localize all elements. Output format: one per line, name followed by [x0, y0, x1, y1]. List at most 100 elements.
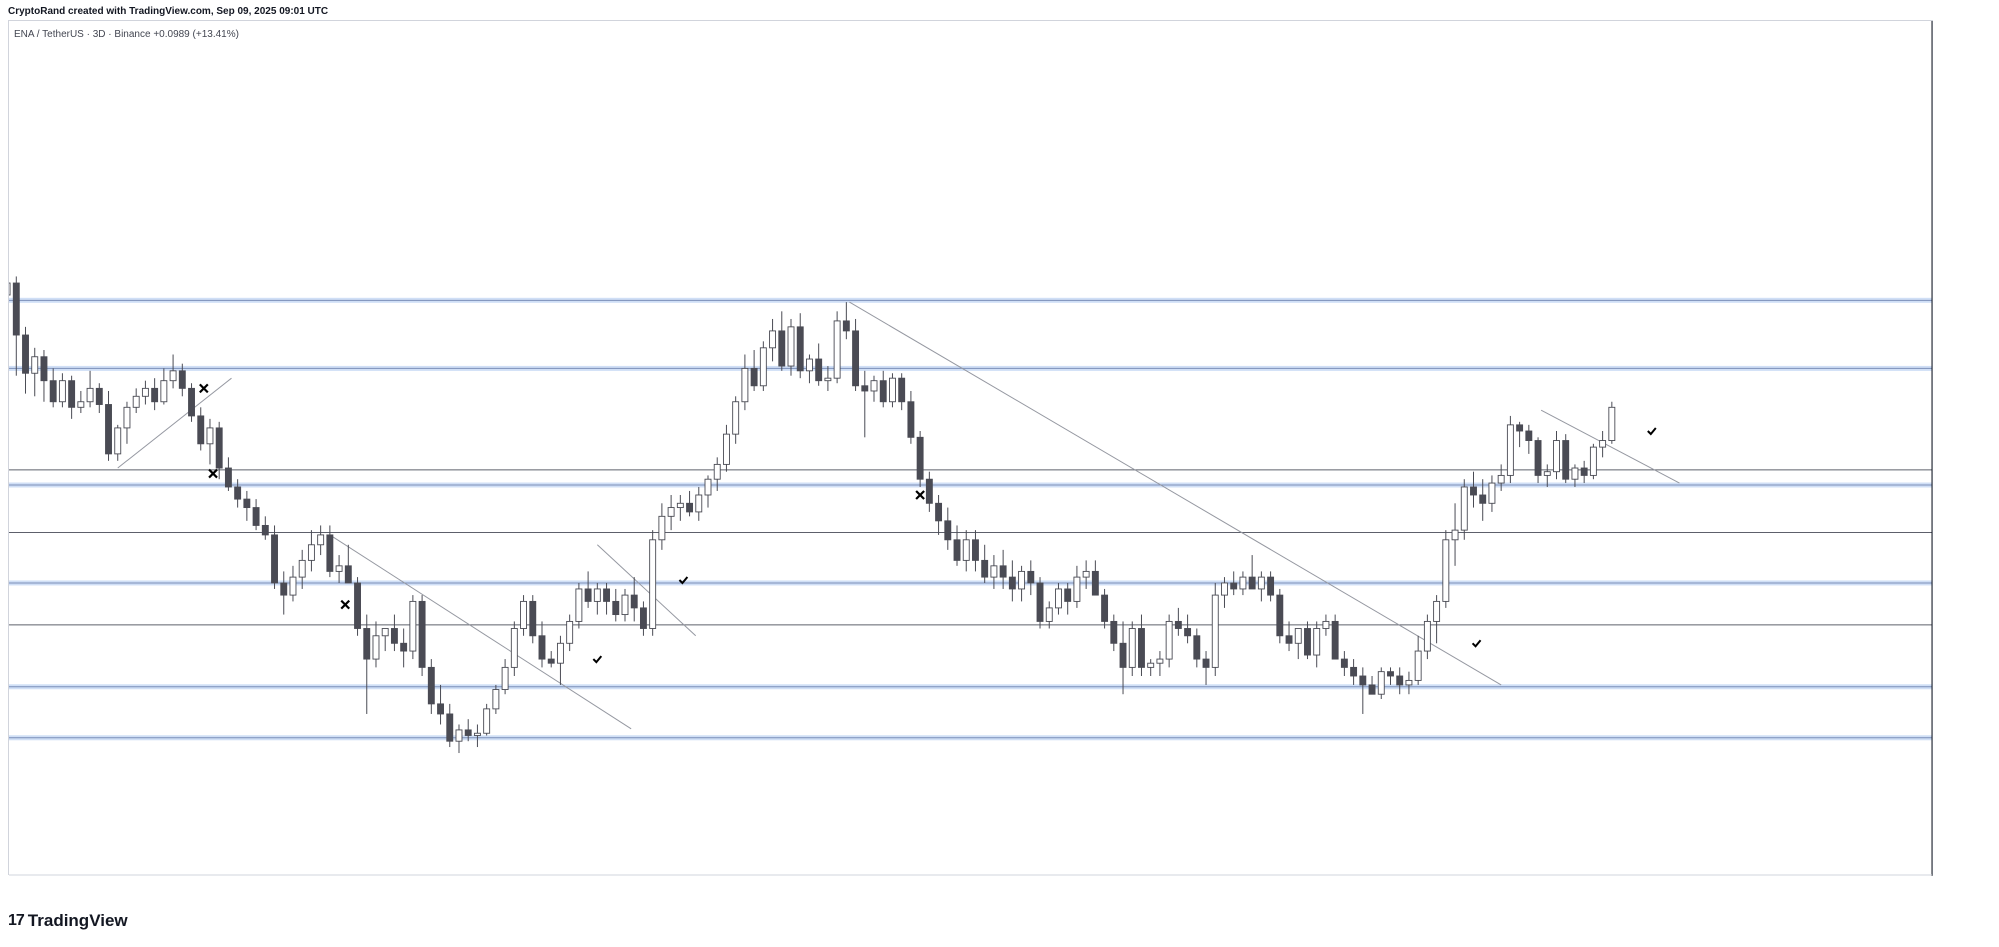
candle-body	[1036, 582, 1044, 622]
candle-body	[722, 433, 730, 465]
candle-body	[298, 559, 306, 578]
candles-layer	[9, 276, 1616, 754]
bullish-candle	[621, 588, 629, 622]
candle-body	[787, 326, 795, 367]
bullish-candle	[806, 354, 813, 384]
candle-body	[566, 620, 574, 644]
candle-body	[925, 478, 933, 504]
candle-body	[234, 486, 242, 500]
trendline	[1540, 409, 1680, 484]
bearish-candle	[1276, 588, 1284, 644]
bullish-candle	[58, 373, 66, 408]
candle-body	[1451, 529, 1459, 541]
candle-body	[1368, 684, 1376, 695]
cross-stroke	[915, 490, 925, 500]
bearish-candle	[271, 525, 278, 589]
bullish-candle	[1460, 479, 1468, 540]
candle-body	[1165, 620, 1173, 660]
bullish-candle	[1442, 530, 1450, 608]
candle-body	[593, 588, 601, 602]
candle-body	[1045, 607, 1053, 622]
bearish-candle	[326, 525, 334, 578]
bullish-candle	[713, 457, 721, 491]
bearish-candle	[1091, 560, 1099, 596]
bearish-candle	[686, 490, 694, 517]
bearish-candle	[1267, 571, 1275, 602]
bullish-candle	[206, 418, 214, 465]
candle-body	[1608, 406, 1616, 441]
candle-body	[372, 635, 380, 660]
candle-body	[981, 559, 989, 578]
bearish-candle	[1138, 614, 1145, 677]
candle-body	[861, 385, 869, 392]
bullish-candle	[1156, 651, 1164, 677]
bearish-candle	[252, 499, 260, 531]
bullish-candle	[741, 354, 749, 411]
bullish-candle	[1608, 401, 1616, 444]
candle-body	[22, 334, 29, 374]
candle-body	[575, 588, 583, 622]
candle-body	[252, 507, 260, 526]
bearish-candle	[1396, 667, 1404, 695]
symbol-legend[interactable]: ENA / TetherUS · 3D · Binance +0.0989 (+…	[14, 29, 239, 40]
bearish-candle	[1285, 621, 1293, 652]
candle-body	[437, 703, 444, 715]
bullish-candle	[1239, 571, 1247, 596]
candle-body	[944, 520, 952, 541]
candle-body	[1101, 594, 1109, 622]
check-marker	[592, 655, 603, 664]
candle-body	[1553, 440, 1560, 473]
candle-body	[962, 539, 970, 561]
bullish-candle	[1147, 659, 1155, 677]
candle-body	[1211, 594, 1219, 668]
bullish-candle	[695, 486, 703, 521]
candle-body	[1442, 539, 1450, 602]
bearish-candle	[778, 311, 786, 371]
bearish-candle	[925, 471, 933, 512]
bullish-candle	[732, 396, 740, 444]
candle-body	[12, 282, 20, 336]
candle-body	[151, 387, 159, 403]
candle-body	[1294, 628, 1302, 644]
candle-body	[40, 356, 48, 382]
cross-stroke	[208, 468, 218, 479]
candle-body	[667, 507, 675, 517]
bullish-candle	[1073, 565, 1081, 608]
bearish-candle	[529, 595, 537, 644]
bearish-candle	[280, 571, 288, 615]
bullish-candle	[1128, 621, 1136, 677]
price-axis: USDT3.80003.40003.00002.70002.40002.1000…	[1931, 21, 1933, 876]
tradingview-logo[interactable]: 17 TradingView	[8, 911, 128, 931]
bullish-candle	[787, 318, 795, 376]
price-chart-svg[interactable]: USDT3.80003.40003.00002.70002.40002.1000…	[9, 21, 1934, 876]
candle-body	[538, 635, 546, 660]
candle-body	[1119, 642, 1127, 668]
bullish-candle	[1082, 560, 1090, 589]
bullish-candle	[169, 354, 177, 389]
candle-body	[215, 427, 223, 469]
bullish-candle	[556, 635, 564, 685]
candle-body	[418, 600, 426, 668]
bullish-candle	[473, 724, 481, 748]
cross-stroke	[199, 383, 209, 394]
candle-body	[796, 326, 804, 372]
chart-frame[interactable]: USDT3.80003.40003.00002.70002.40002.1000…	[8, 20, 1934, 876]
bullish-candle	[1322, 614, 1330, 636]
candle-body	[1230, 582, 1238, 590]
bullish-candle	[483, 703, 491, 736]
candle-body	[1543, 471, 1551, 476]
bearish-candle	[188, 383, 195, 422]
bearish-candle	[1534, 437, 1542, 484]
candle-body	[1138, 628, 1145, 668]
bearish-candle	[234, 479, 242, 508]
bearish-candle	[418, 595, 426, 677]
candle-body	[381, 628, 389, 637]
candle-body	[1322, 620, 1330, 629]
candle-body	[483, 708, 491, 734]
bearish-candle	[1174, 607, 1182, 636]
bearish-candle	[981, 544, 989, 583]
trendline	[596, 544, 697, 637]
bearish-candle	[852, 318, 860, 391]
candle-body	[178, 370, 186, 389]
candle-body	[750, 367, 758, 387]
